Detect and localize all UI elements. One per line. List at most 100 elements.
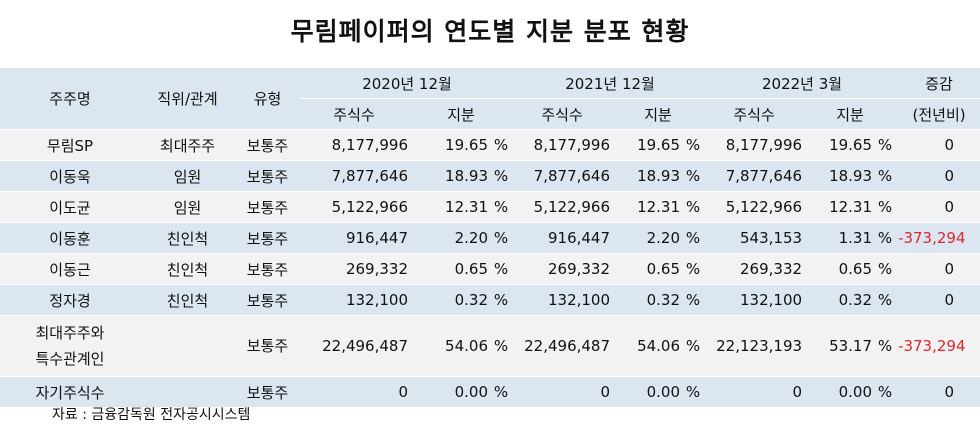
cell-name: 자기주식수 bbox=[0, 376, 140, 408]
cell-shares-2021: 22,496,487 bbox=[514, 315, 611, 377]
col-shares-2020: 주식수 bbox=[300, 98, 408, 130]
cell-shares-2021: 7,877,646 bbox=[514, 160, 611, 192]
col-type: 유형 bbox=[235, 68, 300, 130]
cell-change: -373,294 bbox=[898, 222, 980, 254]
cell-name: 최대주주와 특수관계인 bbox=[0, 315, 140, 377]
cell-type: 보통주 bbox=[235, 222, 300, 254]
header-row-top: 주주명 직위/관계 유형 2020년 12월 2021년 12월 2022년 3… bbox=[0, 68, 980, 130]
cell-percent-sign: % bbox=[680, 315, 707, 377]
cell-stake-2021: 19.65 bbox=[610, 129, 681, 161]
cell-shares-2022: 22,123,193 bbox=[706, 315, 803, 377]
cell-stake-2020: 0.00 bbox=[408, 376, 488, 408]
cell-percent-sign: % bbox=[872, 222, 899, 254]
cell-percent-sign: % bbox=[488, 376, 515, 408]
header-row-bottom: 주식수 지분 주식수 지분 주식수 지분 (전년비) bbox=[0, 98, 980, 130]
cell-percent-sign: % bbox=[488, 222, 515, 254]
cell-shares-2020: 0 bbox=[300, 376, 408, 408]
cell-stake-2022: 0.32 bbox=[802, 284, 873, 316]
cell-percent-sign: % bbox=[680, 284, 707, 316]
cell-shares-2022: 0 bbox=[706, 376, 803, 408]
cell-shares-2020: 132,100 bbox=[300, 284, 408, 316]
cell-percent-sign: % bbox=[872, 191, 899, 223]
cell-stake-2021: 2.20 bbox=[610, 222, 681, 254]
table-row: 무림SP 최대주주 보통주 8,177,996 19.65 % 8,177,99… bbox=[0, 129, 980, 161]
cell-shares-2020: 8,177,996 bbox=[300, 129, 408, 161]
col-change-sub: (전년비) bbox=[898, 98, 980, 130]
cell-stake-2020: 0.65 bbox=[408, 253, 488, 285]
table-row: 이도균 임원 보통주 5,122,966 12.31 % 5,122,966 1… bbox=[0, 191, 980, 223]
cell-stake-2021: 18.93 bbox=[610, 160, 681, 192]
cell-percent-sign: % bbox=[488, 129, 515, 161]
cell-relation: 최대주주 bbox=[140, 129, 235, 161]
cell-percent-sign: % bbox=[872, 315, 899, 377]
cell-percent-sign: % bbox=[488, 315, 515, 377]
cell-percent-sign: % bbox=[680, 191, 707, 223]
cell-shares-2022: 5,122,966 bbox=[706, 191, 803, 223]
cell-stake-2021: 54.06 bbox=[610, 315, 681, 377]
source-note: 자료 : 금융감독원 전자공시시스템 bbox=[52, 407, 251, 423]
cell-stake-2021: 12.31 bbox=[610, 191, 681, 223]
col-position: 직위/관계 bbox=[140, 68, 235, 130]
page-title: 무림페이퍼의 연도별 지분 분포 현황 bbox=[290, 17, 690, 46]
cell-name: 정자경 bbox=[0, 284, 140, 316]
cell-stake-2022: 0.00 bbox=[802, 376, 873, 408]
cell-shares-2021: 8,177,996 bbox=[514, 129, 611, 161]
cell-shares-2020: 22,496,487 bbox=[300, 315, 408, 377]
cell-stake-2020: 2.20 bbox=[408, 222, 488, 254]
cell-percent-sign: % bbox=[872, 253, 899, 285]
cell-name: 이도균 bbox=[0, 191, 140, 223]
cell-stake-2022: 12.31 bbox=[802, 191, 873, 223]
col-period-2022: 2022년 3월 bbox=[706, 68, 899, 99]
cell-shares-2022: 269,332 bbox=[706, 253, 803, 285]
cell-stake-2021: 0.32 bbox=[610, 284, 681, 316]
shareholding-table: 주주명 직위/관계 유형 2020년 12월 2021년 12월 2022년 3… bbox=[0, 68, 980, 408]
col-shares-2021: 주식수 bbox=[514, 98, 611, 130]
col-stake-2022: 지분 bbox=[802, 98, 899, 130]
cell-shares-2020: 269,332 bbox=[300, 253, 408, 285]
cell-shares-2022: 543,153 bbox=[706, 222, 803, 254]
cell-shares-2020: 916,447 bbox=[300, 222, 408, 254]
cell-name-line2: 특수관계인 bbox=[35, 350, 105, 368]
col-holder: 주주명 bbox=[0, 68, 140, 130]
cell-type: 보통주 bbox=[235, 315, 300, 377]
cell-percent-sign: % bbox=[872, 284, 899, 316]
cell-stake-2022: 18.93 bbox=[802, 160, 873, 192]
cell-type: 보통주 bbox=[235, 160, 300, 192]
cell-relation: 친인척 bbox=[140, 222, 235, 254]
cell-change: 0 bbox=[898, 253, 980, 285]
cell-type: 보통주 bbox=[235, 191, 300, 223]
cell-percent-sign: % bbox=[872, 129, 899, 161]
col-period-2021: 2021년 12월 bbox=[514, 68, 707, 99]
cell-change: 0 bbox=[898, 191, 980, 223]
cell-relation: 임원 bbox=[140, 191, 235, 223]
col-shares-2022: 주식수 bbox=[706, 98, 803, 130]
cell-relation: 임원 bbox=[140, 160, 235, 192]
cell-stake-2022: 1.31 bbox=[802, 222, 873, 254]
cell-shares-2020: 7,877,646 bbox=[300, 160, 408, 192]
cell-stake-2022: 53.17 bbox=[802, 315, 873, 377]
cell-stake-2022: 0.65 bbox=[802, 253, 873, 285]
cell-percent-sign: % bbox=[488, 160, 515, 192]
cell-name: 이동근 bbox=[0, 253, 140, 285]
cell-percent-sign: % bbox=[680, 160, 707, 192]
table-row: 자기주식수 보통주 0 0.00 % 0 0.00 % 0 0.00 % 0 bbox=[0, 376, 980, 408]
cell-type: 보통주 bbox=[235, 284, 300, 316]
cell-percent-sign: % bbox=[488, 284, 515, 316]
cell-type: 보통주 bbox=[235, 253, 300, 285]
col-period-2020: 2020년 12월 bbox=[300, 68, 515, 99]
cell-shares-2021: 132,100 bbox=[514, 284, 611, 316]
cell-name: 이동욱 bbox=[0, 160, 140, 192]
cell-percent-sign: % bbox=[872, 160, 899, 192]
col-stake-2021: 지분 bbox=[610, 98, 707, 130]
cell-stake-2020: 54.06 bbox=[408, 315, 488, 377]
cell-shares-2022: 8,177,996 bbox=[706, 129, 803, 161]
cell-type: 보통주 bbox=[235, 376, 300, 408]
cell-shares-2021: 5,122,966 bbox=[514, 191, 611, 223]
cell-shares-2020: 5,122,966 bbox=[300, 191, 408, 223]
cell-shares-2022: 132,100 bbox=[706, 284, 803, 316]
cell-shares-2022: 7,877,646 bbox=[706, 160, 803, 192]
table-row: 최대주주와 특수관계인 보통주 22,496,487 54.06 % 22,49… bbox=[0, 315, 980, 377]
table-row: 이동훈 친인척 보통주 916,447 2.20 % 916,447 2.20 … bbox=[0, 222, 980, 254]
table-row: 이동욱 임원 보통주 7,877,646 18.93 % 7,877,646 1… bbox=[0, 160, 980, 192]
cell-percent-sign: % bbox=[872, 376, 899, 408]
